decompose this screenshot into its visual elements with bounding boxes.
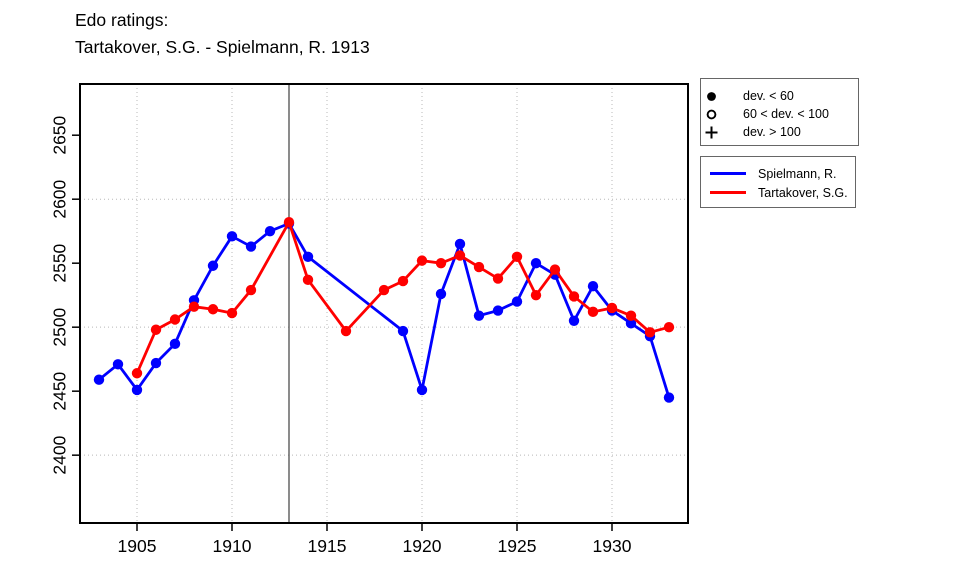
data-point-tartakover-s-g-1931 [625,310,637,321]
data-point-tartakover-s-g-1907 [169,314,181,325]
data-point-tartakover-s-g-1922 [454,250,466,261]
plus-icon [705,126,718,139]
data-point-tartakover-s-g-1908 [188,301,200,312]
data-point-spielmann-r-1925 [511,296,523,307]
data-point-tartakover-s-g-1924 [492,273,504,284]
legend-item-dev-60-100: 60 < dev. < 100 [701,105,858,123]
data-point-tartakover-s-g-1919 [397,275,409,287]
data-point-spielmann-r-1931 [625,318,637,329]
data-point-tartakover-s-g-1914 [302,274,314,286]
filled-circle-icon [705,90,718,103]
data-point-tartakover-s-g-1928 [568,291,580,302]
data-point-tartakover-s-g-1932 [644,327,656,338]
x-axis-tick-label: 1920 [403,536,442,556]
data-point-spielmann-r-1910 [226,231,238,242]
data-point-tartakover-s-g-1918 [378,284,390,296]
data-point-spielmann-r-1906 [150,357,162,369]
plot-border [79,83,689,524]
chart-title-line1: Edo ratings: [75,10,169,30]
data-point-spielmann-r-1923 [473,310,485,321]
data-point-tartakover-s-g-1929 [587,306,599,318]
legend-item-spielmann: Spielmann, R. [701,164,855,183]
x-axis-tick-label: 1930 [593,536,632,556]
chart-title-line2: Tartakover, S.G. - Spielmann, R. 1913 [75,37,370,57]
data-point-tartakover-s-g-1913 [283,217,295,228]
legend-label: 60 < dev. < 100 [743,107,829,121]
data-point-spielmann-r-1926 [530,257,542,269]
data-point-tartakover-s-g-1916 [340,325,352,337]
data-point-tartakover-s-g-1925 [511,251,523,262]
tartakover-line-swatch [710,191,746,194]
y-axis-tick-label: 2600 [50,179,70,218]
data-point-spielmann-r-1922 [454,238,466,250]
legend-item-tartakover: Tartakover, S.G. [701,183,855,202]
legend-item-dev-gt-100: dev. > 100 [701,123,858,141]
y-axis-tick-label: 2450 [50,371,70,410]
data-point-spielmann-r-1921 [435,288,447,300]
data-point-spielmann-r-1914 [302,251,314,262]
data-point-spielmann-r-1905 [131,384,143,396]
data-point-spielmann-r-1904 [112,359,124,370]
data-point-spielmann-r-1924 [492,305,504,316]
x-axis-tick-label: 1925 [498,536,537,556]
series-line-tartakover-s-g [135,220,670,374]
data-point-spielmann-r-1912 [264,225,276,237]
data-point-spielmann-r-1920 [416,384,428,396]
x-axis-tick-label: 1915 [308,536,347,556]
legend-label: dev. < 60 [743,89,794,103]
data-point-spielmann-r-1933 [663,392,675,403]
data-point-tartakover-s-g-1909 [207,304,219,315]
series-label: Spielmann, R. [758,166,837,181]
y-axis-tick-label: 2550 [50,243,70,282]
open-circle-icon [705,108,718,121]
data-point-spielmann-r-1919 [397,325,409,337]
series-legend: Spielmann, R. Tartakover, S.G. [700,156,856,208]
data-point-spielmann-r-1929 [587,281,599,292]
data-point-tartakover-s-g-1923 [473,261,485,273]
data-point-spielmann-r-1907 [169,338,181,350]
data-point-spielmann-r-1903 [93,374,105,385]
data-point-tartakover-s-g-1906 [150,324,162,335]
data-point-tartakover-s-g-1921 [435,257,447,269]
x-axis-tick-label: 1905 [118,536,157,556]
data-point-tartakover-s-g-1910 [226,307,238,319]
y-axis-tick-label: 2400 [50,435,70,474]
data-point-tartakover-s-g-1905 [131,368,143,379]
spielmann-line-swatch [710,172,746,175]
marker-legend: dev. < 60 60 < dev. < 100 dev. > 100 [700,78,859,146]
chart-title: Edo ratings: Tartakover, S.G. - Spielman… [75,7,370,61]
legend-item-dev-lt-60: dev. < 60 [701,87,858,105]
data-point-tartakover-s-g-1930 [606,302,618,314]
series-label: Tartakover, S.G. [758,185,848,200]
data-point-tartakover-s-g-1911 [245,284,257,296]
y-axis-tick-label: 2650 [50,115,70,154]
data-point-tartakover-s-g-1933 [663,321,675,333]
data-point-spielmann-r-1909 [207,260,219,271]
data-point-spielmann-r-1928 [568,315,580,326]
series-line-spielmann-r [98,222,671,398]
data-point-tartakover-s-g-1926 [530,289,542,301]
legend-label: dev. > 100 [743,125,801,139]
x-axis-tick-label: 1910 [213,536,252,556]
data-point-tartakover-s-g-1927 [549,264,561,275]
y-axis-tick-label: 2500 [50,307,70,346]
data-point-tartakover-s-g-1920 [416,255,428,266]
data-point-spielmann-r-1911 [245,241,257,252]
